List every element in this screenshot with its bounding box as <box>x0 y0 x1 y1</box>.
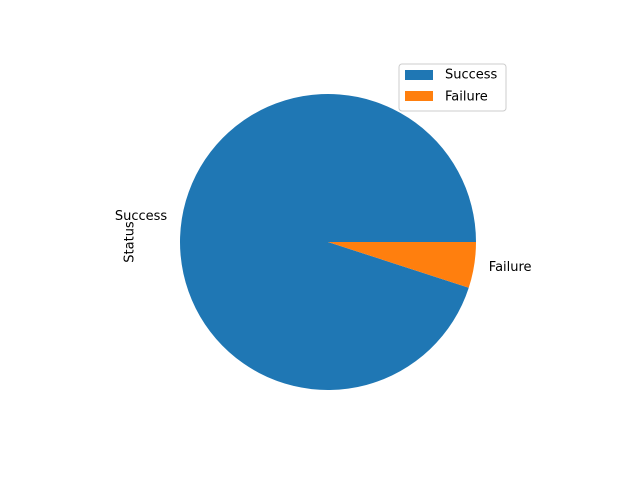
legend: Success Failure <box>398 63 507 112</box>
slice-label-success: Success <box>115 209 168 224</box>
legend-label-success: Success <box>445 68 498 83</box>
slice-label-failure: Failure <box>489 260 532 275</box>
legend-label-failure: Failure <box>445 90 488 105</box>
slice-labels: Success Failure <box>115 209 532 275</box>
y-axis-label: Status <box>123 221 138 263</box>
pie-slice-success <box>180 94 477 391</box>
legend-swatch-failure <box>405 91 433 101</box>
legend-swatch-success <box>405 70 433 80</box>
pie-slice-failure <box>328 242 476 288</box>
pie-slices <box>180 94 477 391</box>
